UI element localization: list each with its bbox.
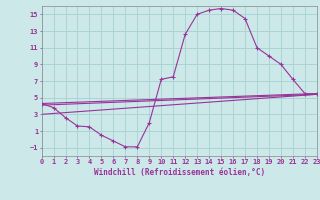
X-axis label: Windchill (Refroidissement éolien,°C): Windchill (Refroidissement éolien,°C) <box>94 168 265 177</box>
